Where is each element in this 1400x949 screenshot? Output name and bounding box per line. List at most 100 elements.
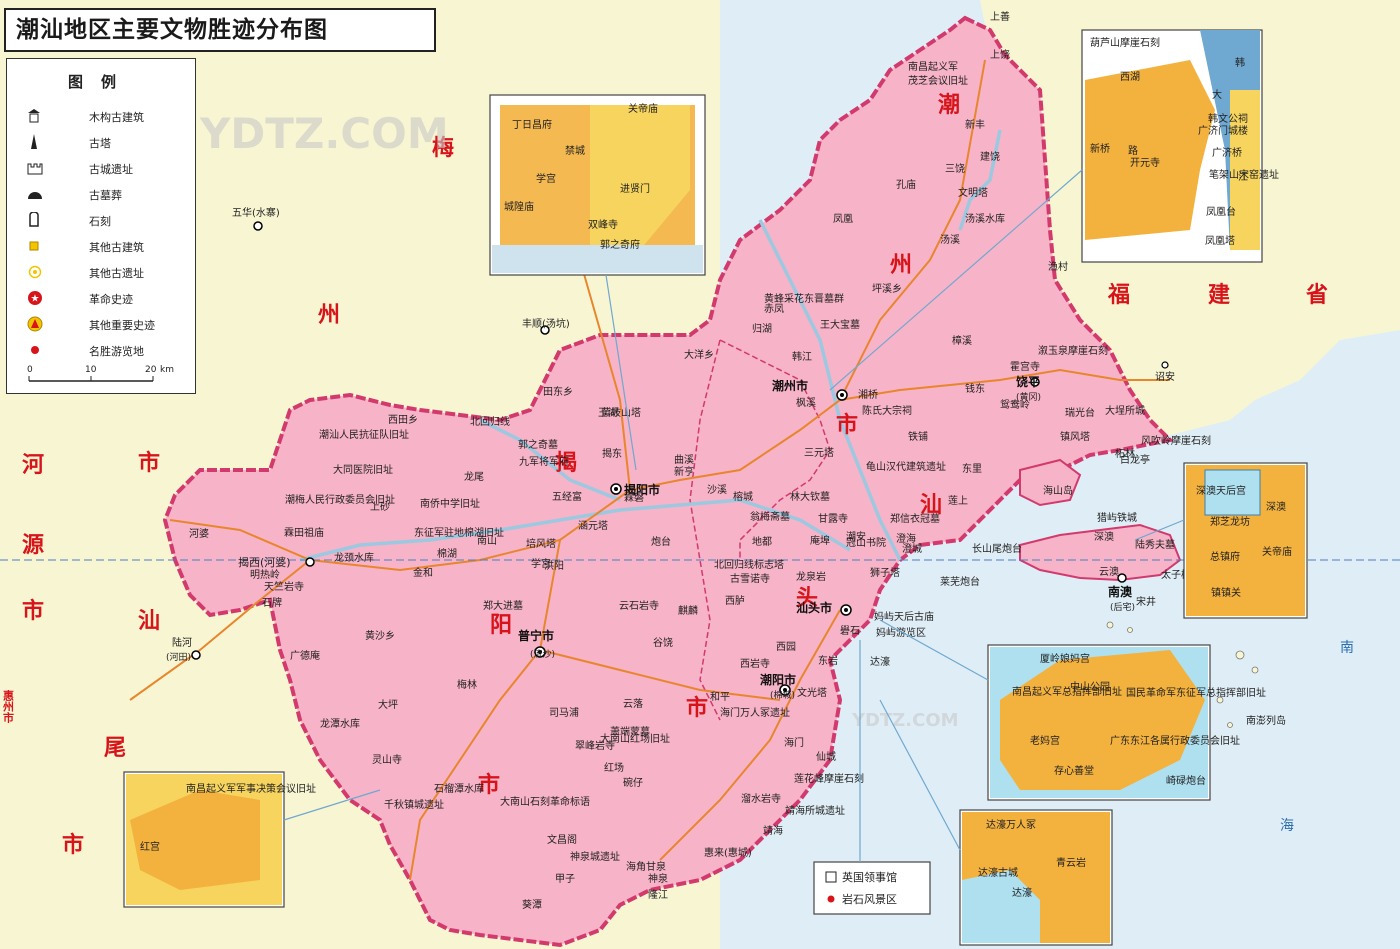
place-label: 坪溪乡 <box>872 282 902 295</box>
place-label: 存心善堂 <box>1054 764 1094 777</box>
place-label: 英国领事馆 <box>842 870 897 884</box>
place-label: 宋井 <box>1136 595 1156 608</box>
region-char: 市 <box>22 598 44 624</box>
place-label: 潮梅人民行政委员会旧址 <box>285 493 395 506</box>
place-label: 地都 <box>752 535 772 548</box>
place-label: 鸳鸯岭 <box>1000 398 1030 411</box>
inset-dahao <box>879 699 1113 946</box>
south-islands <box>1106 621 1259 728</box>
place-label: 南昌起义军 <box>908 60 958 73</box>
stone-carving-icon <box>29 212 39 227</box>
place-label: 樟溪 <box>952 334 972 347</box>
place-label: 翁梅斋墓 <box>750 510 790 523</box>
place-label: 韩江 <box>792 350 812 363</box>
place-label: 龙泉岩 <box>796 570 826 583</box>
huizhou-label: 惠州市 <box>2 689 16 724</box>
place-label: 西园 <box>776 641 796 653</box>
place-label: 关帝庙 <box>628 102 658 115</box>
place-label: 仙城 <box>816 750 836 763</box>
legend-item-label: 古城遗址 <box>89 163 133 176</box>
place-label: 云石岩寺 <box>619 599 659 612</box>
place-label: 进贤门 <box>620 182 650 195</box>
place-label: 揭东 <box>602 447 622 460</box>
place-label: 云落 <box>623 698 643 710</box>
inset-shantou <box>879 619 1211 801</box>
place-label: 南昌起义军军事决策会议旧址 <box>186 782 316 795</box>
place-label: 天竺岩寺 <box>264 580 304 593</box>
scenic-spot-icon <box>31 346 39 354</box>
place-label: 古雪诺寺 <box>730 572 770 585</box>
place-label: 汤溪水库 <box>965 212 1005 225</box>
sea-char: 海 <box>1280 818 1294 834</box>
region-char: 建 <box>1208 283 1230 308</box>
place-label: 丁日昌府 <box>512 118 552 131</box>
map-title-box: 潮汕地区主要文物胜迹分布图 <box>4 8 436 52</box>
place-label: 关帝庙 <box>1262 545 1292 558</box>
place-label: 霍宫寺 <box>1010 360 1040 373</box>
city-label-nanao: 南澳 <box>1108 584 1133 599</box>
place-label: 总镇府 <box>1210 550 1240 563</box>
legend-item: 古塔 <box>17 133 192 153</box>
place-label: 南昌起义军总指挥部旧址 <box>1012 685 1122 698</box>
place-label: 冠山书院 <box>846 536 886 549</box>
place-label: 上饶 <box>990 48 1010 61</box>
place-label: 赤凤 <box>764 303 784 315</box>
city-label-jiexi: 揭西(河婆) <box>238 555 291 569</box>
place-label: 翠峰岩寺 <box>575 739 615 752</box>
city-sub-puning: (流沙) <box>530 648 555 660</box>
map-title: 潮汕地区主要文物胜迹分布图 <box>16 17 328 43</box>
place-label: 甘露寺 <box>818 512 848 525</box>
place-label: 开元寺 <box>1130 157 1160 169</box>
place-label: 文昌阁 <box>547 833 577 846</box>
place-label: 笔架山宋窑遗址 <box>1209 168 1279 181</box>
place-label: 柘林 <box>1115 447 1135 460</box>
place-label: 猎屿铁城 <box>1097 511 1137 524</box>
place-label: 达濠古城 <box>978 866 1018 879</box>
place-label: 崎碌炮台 <box>1166 774 1206 787</box>
place-label: 东里 <box>962 462 982 475</box>
internal-boundaries <box>689 339 831 721</box>
legend-item: 其他重要史迹 <box>17 315 192 335</box>
place-label: 海角甘泉 <box>626 860 666 873</box>
place-label: 三元塔 <box>804 446 834 459</box>
place-label: 隆江 <box>648 888 668 901</box>
place-label: 新丰 <box>965 118 985 131</box>
place-label: 溆玉泉摩崖石刻 <box>1038 344 1108 357</box>
city-label-puning: 普宁市 <box>518 628 554 643</box>
place-label: 北回归线 <box>470 415 510 428</box>
legend-item-label: 其他古遗址 <box>89 267 144 280</box>
place-label: 司马浦 <box>549 706 579 719</box>
place-label: 潮汕人民抗征队旧址 <box>319 428 409 441</box>
place-label: 南山 <box>477 534 497 547</box>
region-char: 河 <box>22 453 44 478</box>
place-label: 南侨中学旧址 <box>420 497 480 510</box>
place-label: 深澳 <box>1094 530 1114 543</box>
place-label: 学宫 <box>531 557 551 570</box>
place-label: 孔庙 <box>896 178 916 191</box>
place-label: 厦岭娘妈宫 <box>1040 652 1090 665</box>
place-label: 新亨 <box>674 465 694 478</box>
place-label: 三饶 <box>945 162 965 175</box>
city-sub-nanao: (后宅) <box>1110 601 1135 613</box>
region-char: 福 <box>1107 283 1130 308</box>
place-label: 靖海 <box>763 824 783 837</box>
place-label: 岩石风景区 <box>842 892 897 906</box>
place-label: 长山尾炮台 <box>972 542 1022 555</box>
place-label: 海门 <box>784 736 804 749</box>
inset-jieshi <box>813 640 931 915</box>
place-label: 南澎列岛 <box>1246 714 1286 727</box>
place-label: 红场 <box>604 761 624 774</box>
place-label: 达濠万人冢 <box>986 818 1036 831</box>
place-label: 郭之奇墓 <box>518 438 558 451</box>
place-label: 涵元塔 <box>578 519 608 532</box>
place-label: 明热岭 <box>250 568 280 581</box>
place-label: 禁城 <box>565 145 585 157</box>
place-label: 铁铺 <box>908 430 928 443</box>
city-label-zhaoan: 诏安 <box>1155 370 1175 383</box>
region-char: 梅 <box>432 135 454 161</box>
other-ruin-icon <box>28 265 42 279</box>
city-label-jieyang: 揭阳市 <box>624 482 660 497</box>
watermark-text: YDTZ.COM <box>851 710 959 731</box>
